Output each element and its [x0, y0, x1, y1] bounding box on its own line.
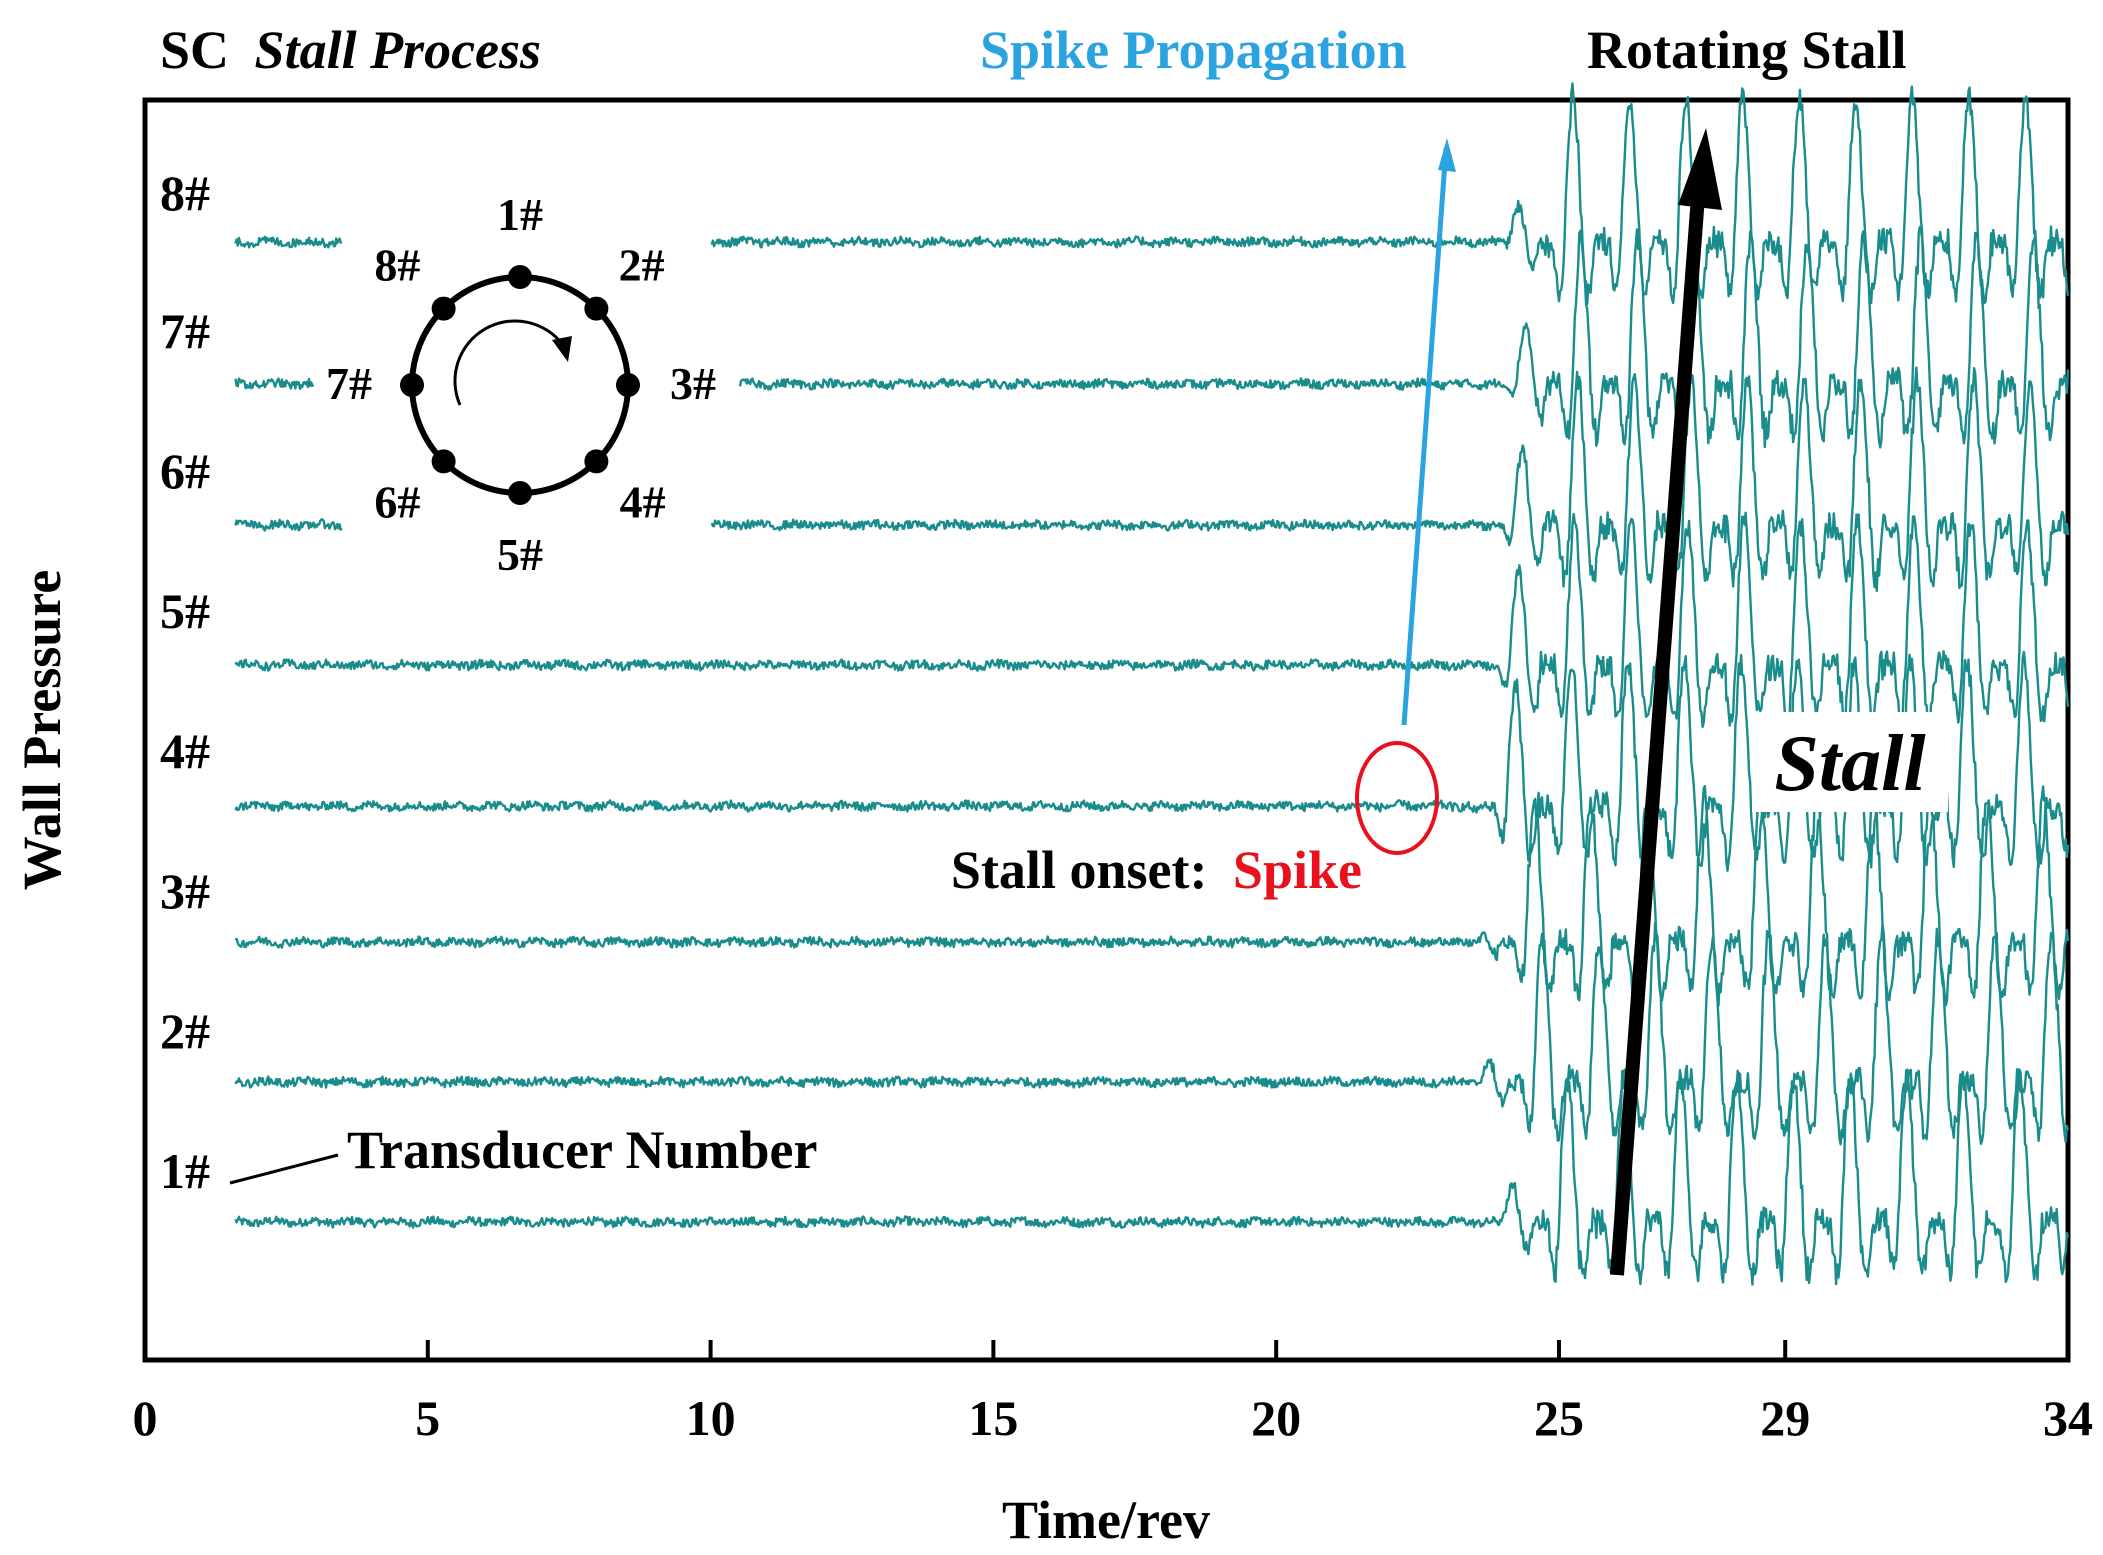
- transducer-ring-inset: 1# 2# 3# 4# 5# 6# 7# 8#: [326, 189, 716, 580]
- spike-highlight-ellipse: [1355, 741, 1439, 855]
- ring-dot-4: [584, 449, 609, 474]
- ring-dot-7: [400, 373, 424, 397]
- trace-8-seg1: [710, 82, 2070, 306]
- stall-onset-label: Stall onset: Spike: [951, 840, 1362, 900]
- spike-propagation-label: Spike Propagation: [980, 20, 1407, 80]
- chart-title-prefix: SC: [160, 20, 229, 80]
- series-label-1: 1#: [160, 1143, 210, 1199]
- x-tick-label-3: 15: [968, 1390, 1018, 1446]
- ring-label-5: 5#: [497, 529, 543, 580]
- trace-7: [234, 377, 315, 390]
- ring-label-2: 2#: [619, 239, 665, 290]
- trace-6: [234, 518, 343, 532]
- stall-onset-spike: Spike: [1233, 840, 1362, 900]
- y-axis-label: Wall Pressure: [12, 570, 72, 891]
- series-label-3: 3#: [160, 863, 210, 919]
- series-label-5: 5#: [160, 583, 210, 639]
- stall-label-background: [1752, 712, 1948, 812]
- stall-onset-prefix: Stall onset:: [951, 840, 1208, 900]
- transducer-number-label: Transducer Number: [347, 1120, 818, 1180]
- series-label-7: 7#: [160, 303, 210, 359]
- ring-label-8: 8#: [374, 239, 420, 290]
- rotating-stall-arrow: [1610, 169, 1707, 1276]
- x-axis-ticks: 0 5 10 15 20 25 29 34: [133, 1340, 2093, 1446]
- series-label-8: 8#: [160, 165, 210, 221]
- x-tick-label-6: 29: [1760, 1390, 1810, 1446]
- x-tick-label-5: 25: [1534, 1390, 1584, 1446]
- ring-dot-5: [508, 481, 532, 505]
- x-tick-label-7: 34: [2043, 1390, 2093, 1446]
- plot-frame: [142, 97, 2071, 1363]
- ring-label-4: 4#: [620, 477, 666, 528]
- ring-dot-2: [584, 296, 609, 321]
- rotation-direction-arrow: [453, 319, 565, 406]
- series-label-4: 4#: [160, 723, 210, 779]
- stall-label: Stall: [1774, 720, 1926, 808]
- ring-dot-6: [431, 449, 456, 474]
- trace-7-seg1: [738, 226, 2070, 449]
- x-tick-label-0: 0: [133, 1390, 158, 1446]
- x-axis-label: Time/rev: [1002, 1490, 1210, 1550]
- chart-title: SC Stall Process: [160, 20, 541, 80]
- spike-propagation-arrow: [1401, 147, 1449, 726]
- trace-5: [234, 511, 2070, 731]
- ring-dot-8: [431, 296, 456, 321]
- x-tick-label-2: 10: [686, 1390, 736, 1446]
- trace-6-seg1: [710, 366, 2070, 592]
- trace-1: [234, 1068, 2070, 1286]
- ring-label-3: 3#: [670, 358, 716, 409]
- ring-label-6: 6#: [374, 477, 420, 528]
- rotation-arrowhead: [552, 336, 572, 362]
- x-tick-label-4: 20: [1251, 1390, 1301, 1446]
- ring-dot-1: [508, 265, 532, 289]
- ring-dot-3: [616, 373, 640, 397]
- series-label-6: 6#: [160, 443, 210, 499]
- series-labels: 1# 2# 3# 4# 5# 6# 7# 8#: [160, 165, 210, 1199]
- ring-label-7: 7#: [326, 358, 372, 409]
- chart-title-emphasis: Stall Process: [255, 20, 542, 80]
- rotating-stall-arrowhead: [1678, 128, 1722, 210]
- series-label-2: 2#: [160, 1003, 210, 1059]
- annotations: Stall Stall onset: Spike Transducer Numb…: [229, 128, 1948, 1276]
- trace-8: [234, 235, 343, 249]
- pressure-traces: [234, 82, 2070, 1286]
- transducer-number-leader: [229, 1153, 339, 1185]
- x-tick-label-1: 5: [415, 1390, 440, 1446]
- rotating-stall-label: Rotating Stall: [1587, 20, 1907, 80]
- spike-propagation-arrowhead: [1438, 138, 1456, 172]
- trace-2: [234, 921, 2070, 1146]
- ring-label-1: 1#: [497, 189, 543, 240]
